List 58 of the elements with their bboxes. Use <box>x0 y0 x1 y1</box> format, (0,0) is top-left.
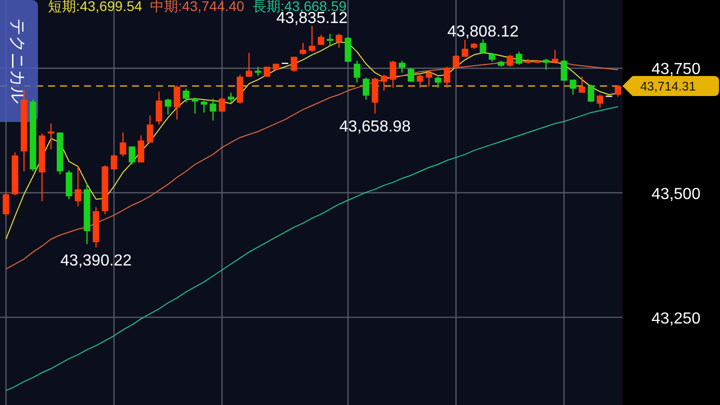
candlestick <box>570 79 576 96</box>
candlestick <box>138 134 144 163</box>
candlestick <box>480 38 486 54</box>
candlestick <box>354 60 360 84</box>
candlestick <box>164 98 172 116</box>
candlestick <box>542 58 550 70</box>
candlestick <box>74 166 82 207</box>
candlestick <box>434 76 442 88</box>
candlestick <box>48 122 54 150</box>
candlestick <box>228 92 234 104</box>
candlestick <box>380 74 388 92</box>
annotation: テクニカル <box>8 18 27 104</box>
annotation: 43,658.98 <box>339 118 411 136</box>
candlestick <box>182 88 190 104</box>
candlestick <box>408 67 414 82</box>
candlestick <box>210 98 216 122</box>
candlestick <box>560 59 568 82</box>
candlestick <box>156 91 162 126</box>
candlestick <box>308 25 316 52</box>
candlestick <box>362 77 370 100</box>
candlestick <box>426 70 432 88</box>
candlestick <box>128 146 136 165</box>
candlestick <box>462 39 468 58</box>
candlestick <box>336 33 342 48</box>
annotation: 43,390.22 <box>60 252 132 270</box>
candlestick <box>552 49 558 64</box>
y-tick-label: 43,500 <box>652 186 701 203</box>
y-tick-label: 43,250 <box>652 310 701 328</box>
candlestick <box>614 85 622 98</box>
line-series <box>6 106 618 392</box>
candlestick <box>516 51 522 66</box>
candlestick <box>596 94 604 108</box>
candlestick <box>218 97 226 114</box>
candlestick <box>326 33 334 46</box>
y-tick-label: 43,750 <box>652 61 701 78</box>
candlestick <box>372 77 378 114</box>
candlestick <box>174 85 180 120</box>
candlestick <box>66 170 72 200</box>
candlestick <box>444 66 450 88</box>
candlestick <box>588 84 594 102</box>
candlestick <box>120 132 126 158</box>
candlestick <box>506 54 514 68</box>
candlestick <box>192 97 198 114</box>
candlestick <box>416 74 424 88</box>
annotation: 43,808.12 <box>447 23 519 40</box>
candlestick <box>318 34 324 46</box>
candlestick <box>290 56 298 72</box>
candlestick <box>300 42 306 56</box>
candlestick <box>578 76 586 94</box>
candlestick <box>390 60 396 88</box>
candlestick <box>110 154 118 171</box>
candlestick <box>344 36 352 62</box>
candlestick <box>246 52 252 78</box>
candlestick <box>2 192 10 217</box>
ref-line-label: 43,714.31 <box>640 80 696 94</box>
button: テクニカル <box>0 0 38 122</box>
candlestick <box>146 114 154 144</box>
candlestick <box>200 100 208 114</box>
